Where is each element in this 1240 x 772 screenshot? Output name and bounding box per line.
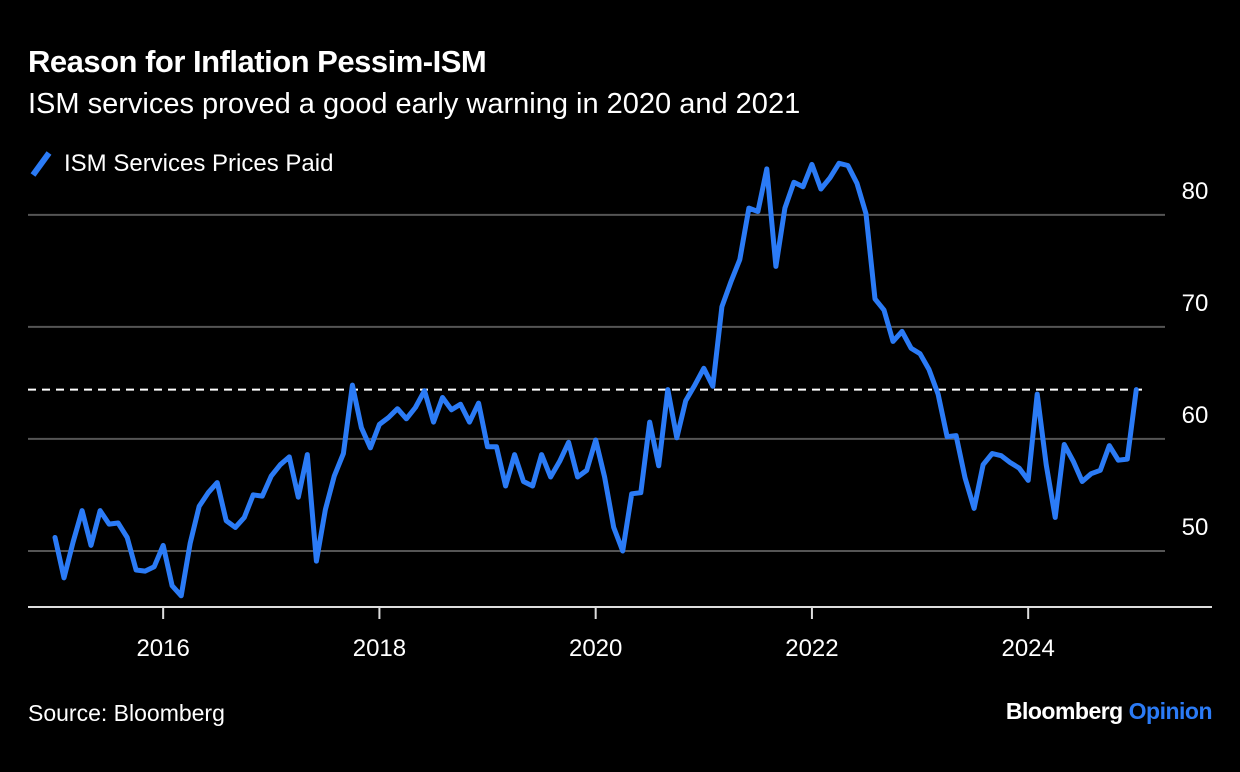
- legend-swatch-icon: [30, 151, 52, 177]
- x-tick-label: 2024: [1001, 635, 1054, 662]
- y-axis-ticks: 50 60 70 80: [1182, 178, 1209, 541]
- y-tick-label: 80: [1182, 178, 1209, 205]
- chart-subtitle: ISM services proved a good early warning…: [28, 88, 801, 120]
- x-tick-label: 2022: [785, 635, 838, 662]
- x-axis: 2016 2018 2020 2022 2024: [28, 606, 1212, 662]
- chart-title: Reason for Inflation Pessim-ISM: [28, 44, 487, 79]
- legend: ISM Services Prices Paid: [28, 148, 333, 180]
- brand-main: Bloomberg: [1005, 698, 1123, 724]
- y-tick-label: 70: [1182, 290, 1209, 317]
- y-tick-label: 50: [1182, 514, 1209, 541]
- legend-label: ISM Services Prices Paid: [64, 150, 334, 177]
- brand-logo: Bloomberg Opinion: [1005, 698, 1213, 725]
- y-tick-label: 60: [1182, 402, 1209, 429]
- source-note: Source: Bloomberg: [28, 700, 225, 726]
- x-tick-label: 2018: [353, 635, 406, 662]
- gridlines: [28, 213, 1165, 552]
- brand-accent: Opinion: [1128, 698, 1213, 724]
- series-line-ism-services: [52, 160, 1139, 599]
- x-tick-label: 2016: [136, 635, 189, 662]
- x-tick-label: 2020: [569, 635, 622, 662]
